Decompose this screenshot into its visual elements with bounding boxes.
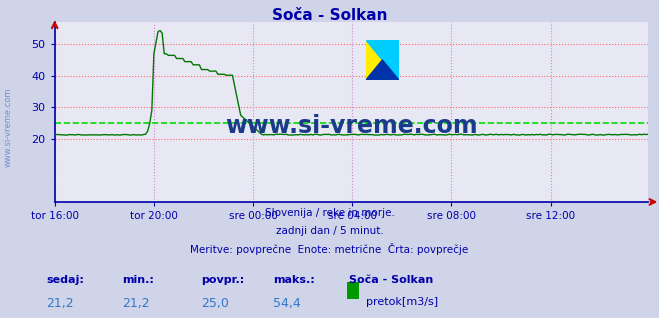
Text: min.:: min.: [122,275,154,285]
Polygon shape [366,40,399,80]
Text: 54,4: 54,4 [273,297,301,310]
Text: www.si-vreme.com: www.si-vreme.com [225,114,478,138]
Text: 21,2: 21,2 [46,297,74,310]
Text: www.si-vreme.com: www.si-vreme.com [4,87,13,167]
Text: 25,0: 25,0 [201,297,229,310]
Text: sedaj:: sedaj: [46,275,84,285]
Text: Soča - Solkan: Soča - Solkan [272,8,387,23]
Text: Soča - Solkan: Soča - Solkan [349,275,434,285]
Text: maks.:: maks.: [273,275,315,285]
Text: povpr.:: povpr.: [201,275,244,285]
Text: 21,2: 21,2 [122,297,150,310]
Text: Slovenija / reke in morje.: Slovenija / reke in morje. [264,208,395,218]
Text: Meritve: povprečne  Enote: metrične  Črta: povprečje: Meritve: povprečne Enote: metrične Črta:… [190,243,469,255]
Text: pretok[m3/s]: pretok[m3/s] [366,297,438,307]
Polygon shape [366,60,399,80]
Text: zadnji dan / 5 minut.: zadnji dan / 5 minut. [275,226,384,236]
Polygon shape [366,40,399,80]
